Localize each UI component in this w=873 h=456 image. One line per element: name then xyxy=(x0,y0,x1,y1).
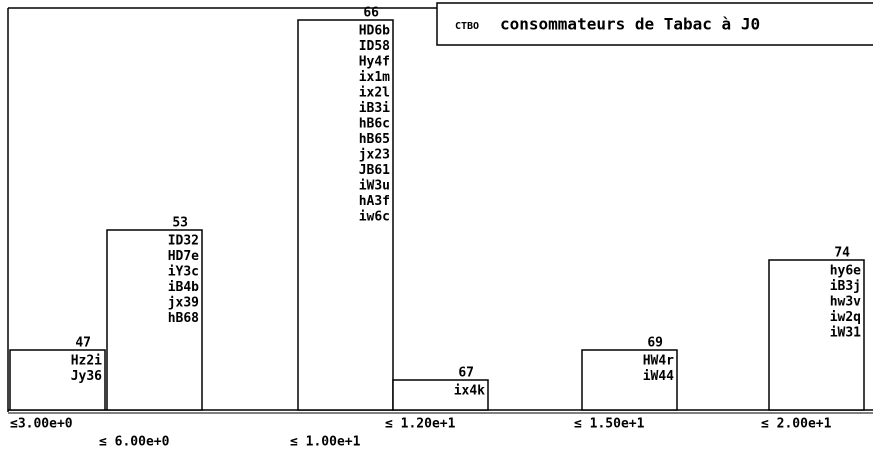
bar xyxy=(392,379,489,411)
x-tick-label: ≤ 1.00e+1 xyxy=(290,435,361,450)
bar-item: hB68 xyxy=(168,311,199,326)
x-tick-label: ≤ 6.00e+0 xyxy=(99,435,170,450)
bar-label: 47 xyxy=(75,336,91,351)
title-box xyxy=(436,2,873,46)
bar-item: iB3i xyxy=(359,101,390,116)
bar-item: ID58 xyxy=(359,39,390,54)
bar-item: ix2l xyxy=(359,86,390,101)
bar-item: iW3u xyxy=(359,179,390,194)
bar-item: iB3j xyxy=(830,279,861,294)
bar-item: ix4k xyxy=(454,384,485,399)
bar-item: jx39 xyxy=(168,296,199,311)
bar-item: iw6c xyxy=(359,210,390,225)
bar-label: 74 xyxy=(834,246,850,261)
bar-item: iB4b xyxy=(168,280,199,295)
bar-label: 67 xyxy=(458,366,474,381)
bar-item: iw2q xyxy=(830,310,861,325)
bar-item: hA3f xyxy=(359,194,390,209)
bar-item: iW44 xyxy=(643,369,674,384)
bar xyxy=(581,349,678,411)
bar-item: HD7e xyxy=(168,249,199,264)
bar-item: hB65 xyxy=(359,132,390,147)
x-tick-label: ≤ 1.50e+1 xyxy=(574,417,645,432)
x-tick-label: ≤ 2.00e+1 xyxy=(761,417,832,432)
bar xyxy=(768,259,865,411)
bar-label: 66 xyxy=(363,6,379,21)
bar xyxy=(9,349,106,411)
bar-item: hy6e xyxy=(830,264,861,279)
bar-item: hB6c xyxy=(359,117,390,132)
bar-item: ix1m xyxy=(359,70,390,85)
title-prefix: CTBO xyxy=(455,21,479,32)
bar xyxy=(297,19,394,411)
bar-label: 69 xyxy=(647,336,663,351)
bar-item: ID32 xyxy=(168,234,199,249)
bar xyxy=(106,229,203,411)
x-tick-label: ≤3.00e+0 xyxy=(10,417,73,432)
bar-item: Hz2i xyxy=(71,354,102,369)
bar-item: HD6b xyxy=(359,24,390,39)
bar-item: Jy36 xyxy=(71,369,102,384)
bar-item: HW4r xyxy=(643,354,674,369)
bar-item: hw3v xyxy=(830,295,861,310)
x-tick-label: ≤ 1.20e+1 xyxy=(385,417,456,432)
bar-item: jx23 xyxy=(359,148,390,163)
bar-item: Hy4f xyxy=(359,55,390,70)
chart-title: consommateurs de Tabac à J0 xyxy=(500,15,760,34)
bar-item: iY3c xyxy=(168,265,199,280)
bar-item: JB61 xyxy=(359,163,390,178)
bar-label: 53 xyxy=(172,216,188,231)
bar-item: iW31 xyxy=(830,326,861,341)
